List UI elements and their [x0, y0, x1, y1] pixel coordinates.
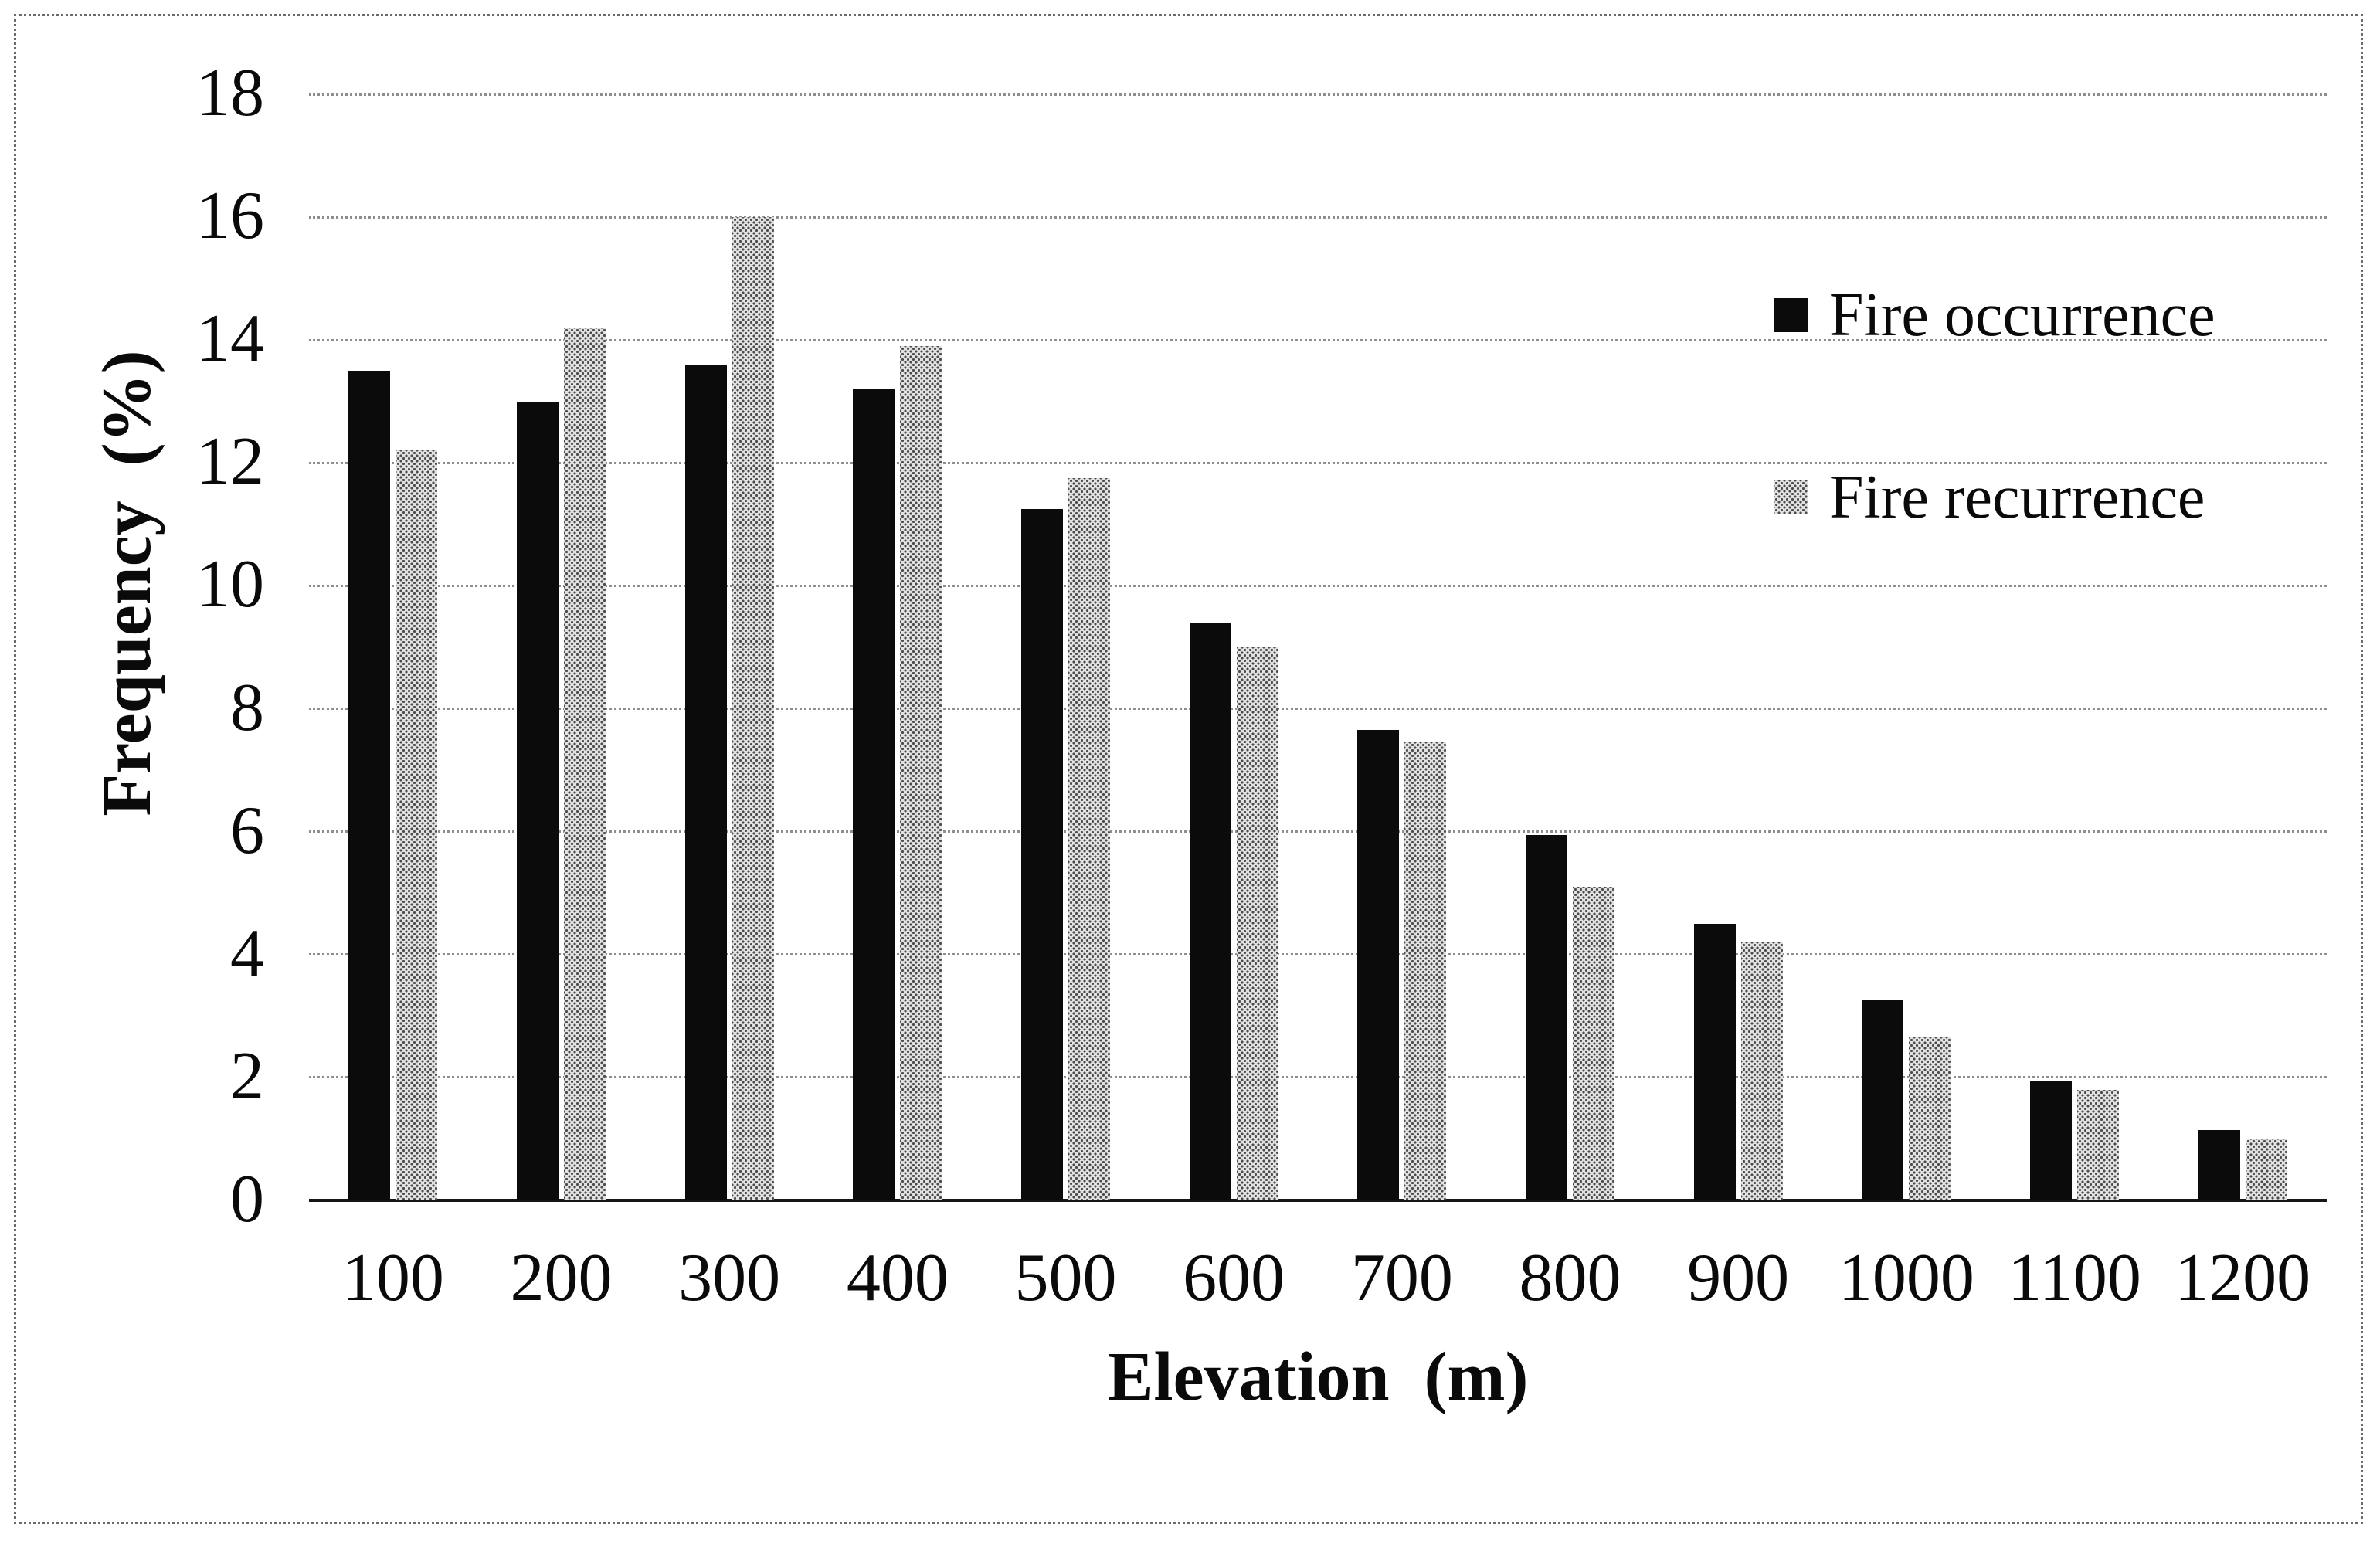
gridline-y6	[309, 830, 2327, 833]
x-tick-label-400: 400	[846, 1241, 949, 1315]
x-axis-line	[309, 1199, 2327, 1202]
bar-fire-occurrence-1200	[2198, 1129, 2240, 1200]
y-tick-label-14: 14	[196, 301, 264, 377]
bar-fire-recurrence-400	[900, 346, 942, 1200]
gridline-y10	[309, 584, 2327, 587]
bar-fire-recurrence-500	[1068, 478, 1110, 1200]
x-tick-label-900: 900	[1687, 1241, 1790, 1315]
gridline-y4	[309, 953, 2327, 956]
x-axis-title: Elevation (m)	[1107, 1339, 1529, 1415]
bar-fire-occurrence-800	[1526, 834, 1567, 1200]
x-tick-label-800: 800	[1519, 1241, 1621, 1315]
bar-fire-occurrence-900	[1693, 924, 1736, 1200]
bar-fire-occurrence-400	[853, 389, 895, 1200]
y-axis-title: Frequency (%)	[89, 350, 165, 816]
bar-fire-recurrence-900	[1740, 942, 1783, 1200]
y-tick-label-18: 18	[196, 56, 264, 131]
x-tick-label-1200: 1200	[2175, 1241, 2311, 1315]
bar-fire-occurrence-300	[684, 365, 727, 1200]
legend-item-fire-occurrence: Fire occurrence	[1774, 284, 2215, 346]
gridline-y14	[309, 338, 2327, 341]
bar-fire-occurrence-1000	[1862, 1000, 1904, 1200]
bar-fire-occurrence-500	[1021, 509, 1063, 1200]
bar-fire-recurrence-800	[1573, 887, 1614, 1200]
y-tick-label-0: 0	[230, 1162, 264, 1237]
gridline-y8	[309, 708, 2327, 711]
bar-fire-recurrence-300	[732, 217, 774, 1200]
x-tick-label-100: 100	[341, 1241, 444, 1315]
legend-label: Fire recurrence	[1829, 463, 2205, 531]
bar-fire-recurrence-1100	[2077, 1089, 2119, 1200]
y-tick-label-2: 2	[230, 1038, 264, 1114]
bar-fire-recurrence-600	[1236, 647, 1278, 1200]
x-tick-label-1100: 1100	[2008, 1241, 2141, 1315]
y-tick-label-8: 8	[230, 670, 264, 745]
x-tick-label-1000: 1000	[1838, 1241, 1974, 1315]
y-tick-label-10: 10	[196, 547, 264, 623]
gridline-y2	[309, 1076, 2327, 1079]
gridline-y12	[309, 461, 2327, 464]
bar-fire-occurrence-200	[517, 401, 559, 1200]
bar-fire-recurrence-200	[564, 328, 606, 1200]
bar-fire-occurrence-700	[1357, 730, 1400, 1200]
legend-label: Fire occurrence	[1829, 281, 2215, 349]
legend-item-fire-recurrence: Fire recurrence	[1774, 467, 2205, 528]
bar-fire-recurrence-1200	[2245, 1139, 2287, 1200]
fire-occurrence-swatch-icon	[1774, 298, 1808, 332]
bar-fire-recurrence-1000	[1909, 1037, 1951, 1200]
bar-fire-recurrence-700	[1404, 742, 1447, 1200]
bar-fire-recurrence-100	[396, 450, 438, 1200]
y-tick-label-6: 6	[230, 793, 264, 868]
y-tick-label-4: 4	[230, 915, 264, 991]
gridline-y18	[309, 93, 2327, 96]
gridline-y16	[309, 216, 2327, 219]
x-tick-label-300: 300	[678, 1241, 781, 1315]
x-tick-label-500: 500	[1014, 1241, 1117, 1315]
x-tick-label-600: 600	[1183, 1241, 1285, 1315]
bar-fire-occurrence-100	[348, 371, 391, 1200]
bar-fire-occurrence-600	[1189, 623, 1231, 1200]
y-tick-label-12: 12	[196, 424, 264, 500]
fire-recurrence-swatch-icon	[1774, 480, 1808, 514]
y-tick-label-16: 16	[196, 178, 264, 254]
figure-border	[14, 14, 2363, 1524]
x-tick-label-700: 700	[1350, 1241, 1453, 1315]
bar-fire-occurrence-1100	[2030, 1080, 2072, 1200]
x-tick-label-200: 200	[510, 1241, 613, 1315]
